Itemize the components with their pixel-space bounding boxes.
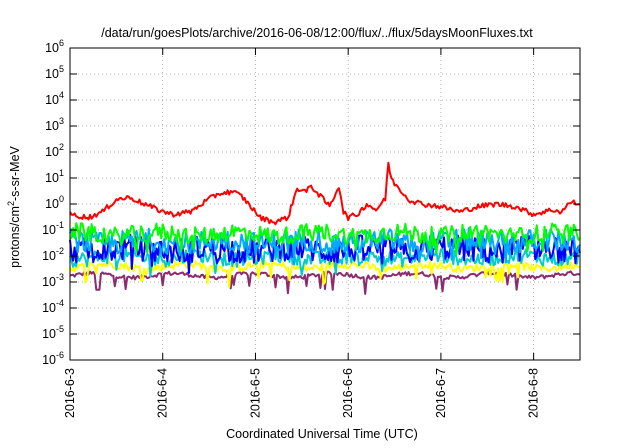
x-axis-ticks: 2016-6-3 2016-6-4 2016-6-5 2016-6-6 2016-6-7… (63, 48, 541, 418)
y-tick-label: 10-2 (42, 246, 64, 263)
y-tick-label-base: 10 (45, 119, 59, 133)
y-tick-label-base: 10 (42, 249, 56, 263)
series-line-5 (69, 259, 581, 289)
series-line-1 (69, 222, 581, 256)
y-tick-label: 100 (45, 194, 64, 211)
y-tick-label-base: 10 (42, 301, 56, 315)
y-tick-label: 10-1 (42, 220, 64, 237)
y-axis-label-base: protons/cm (8, 206, 22, 268)
x-tick-label: 2016-6-5 (248, 368, 262, 418)
y-tick-label: 105 (45, 64, 64, 81)
chart-title: /data/run/goesPlots/archive/2016-06-08/1… (101, 26, 533, 40)
y-tick-label: 10-4 (42, 298, 64, 315)
y-tick-label-exponent: 6 (59, 38, 64, 48)
y-tick-label-base: 10 (45, 67, 59, 81)
y-tick-label: 102 (45, 142, 64, 159)
y-tick-label-exponent: 1 (59, 168, 64, 178)
y-tick-label-exponent: -1 (56, 220, 64, 230)
y-tick-label-base: 10 (42, 353, 56, 367)
y-tick-label: 106 (45, 38, 64, 55)
series-line-4 (69, 246, 581, 278)
y-tick-label-exponent: 4 (59, 90, 64, 100)
x-tick-label: 2016-6-8 (527, 368, 541, 418)
y-tick-label-exponent: 0 (59, 194, 64, 204)
y-axis-label-superscript: 2 (6, 201, 16, 206)
y-tick-label: 10-5 (42, 324, 64, 341)
y-tick-label-exponent: -6 (56, 350, 64, 360)
y-tick-label-exponent: -2 (56, 246, 64, 256)
y-tick-label: 10-3 (42, 272, 64, 289)
y-tick-label-exponent: -3 (56, 272, 64, 282)
y-tick-label-exponent: 2 (59, 142, 64, 152)
y-tick-label-base: 10 (45, 145, 59, 159)
y-tick-label-base: 10 (45, 171, 59, 185)
y-tick-label-base: 10 (42, 275, 56, 289)
series-line-0 (69, 161, 580, 226)
series-group (69, 161, 581, 295)
y-tick-label-base: 10 (45, 197, 59, 211)
x-tick-label: 2016-6-7 (434, 368, 448, 418)
y-axis-label-suffix: -s-sr-MeV (8, 145, 22, 201)
y-tick-label-exponent: -4 (56, 298, 64, 308)
y-tick-label-exponent: 5 (59, 64, 64, 74)
y-tick-label: 103 (45, 116, 64, 133)
y-axis-label: protons/cm2-s-sr-MeV (6, 145, 22, 267)
y-tick-label: 101 (45, 168, 64, 185)
y-tick-label-base: 10 (42, 223, 56, 237)
y-tick-label-exponent: 3 (59, 116, 64, 126)
x-tick-label: 2016-6-4 (156, 368, 170, 418)
y-tick-label-base: 10 (42, 327, 56, 341)
y-tick-label: 104 (45, 90, 64, 107)
x-tick-label: 2016-6-3 (63, 368, 77, 418)
y-tick-label-exponent: -5 (56, 324, 64, 334)
y-tick-label-base: 10 (45, 93, 59, 107)
x-tick-label: 2016-6-6 (341, 368, 355, 418)
y-tick-label-base: 10 (45, 41, 59, 55)
y-axis-ticks: 10-610-510-410-310-210-11001011021031041… (42, 38, 580, 367)
x-axis-label: Coordinated Universal Time (UTC) (226, 427, 418, 441)
series-line-2 (69, 227, 581, 266)
y-tick-label: 10-6 (42, 350, 64, 367)
